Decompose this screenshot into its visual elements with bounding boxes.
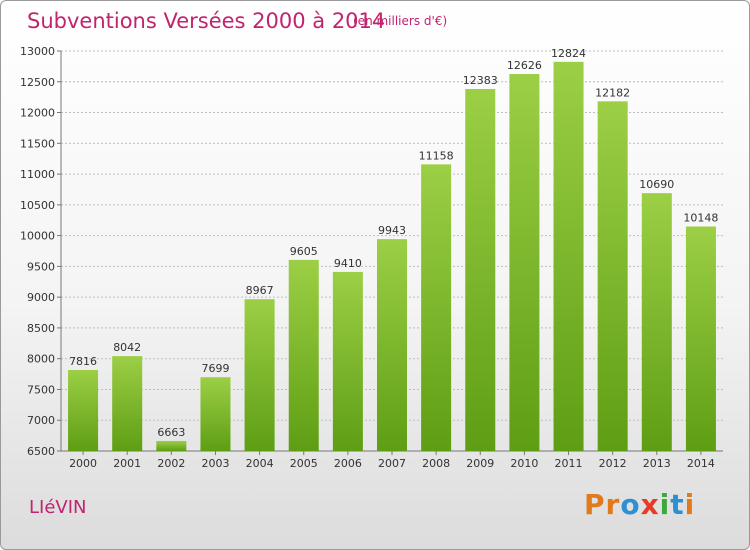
logo-letter-5: t: [670, 488, 685, 521]
data-labels: 7816 8042 6663 7699 8967 9605 9410 9943 11158 123…: [69, 47, 718, 439]
data-label-2000: 7816: [69, 355, 97, 368]
place-name: LIéVIN: [29, 497, 87, 518]
x-tick-label-2006: 2006: [334, 457, 362, 470]
bar-2005: [288, 259, 319, 451]
y-tick-label-6: 9500: [27, 260, 55, 273]
bar-2002: [156, 440, 187, 451]
x-tick-label-2005: 2005: [290, 457, 318, 470]
y-tick-label-12: 12500: [20, 76, 55, 89]
data-label-2007: 9943: [378, 224, 406, 237]
y-tick-label-5: 9000: [27, 291, 55, 304]
x-tick-label-2010: 2010: [510, 457, 538, 470]
x-tick-label-2009: 2009: [466, 457, 494, 470]
data-label-2009: 12383: [463, 74, 498, 87]
data-label-2004: 8967: [246, 284, 274, 297]
x-tick-label-2001: 2001: [113, 457, 141, 470]
bar-2012: [597, 101, 628, 451]
data-label-2011: 12824: [551, 47, 586, 60]
y-tick-label-7: 10000: [20, 230, 55, 243]
x-tick-label-2007: 2007: [378, 457, 406, 470]
bar-2010: [509, 74, 540, 451]
bar-2001: [112, 356, 143, 451]
y-tick-labels: 6500 7000 7500 8000 8500 9000 9500 10000 10500 11…: [20, 45, 55, 458]
y-tick-label-3: 8000: [27, 353, 55, 366]
data-label-2003: 7699: [201, 362, 229, 375]
logo-letter-3: x: [640, 488, 660, 521]
proxiti-logo: Proxiti: [584, 488, 695, 521]
data-label-2014: 10148: [683, 212, 718, 225]
bar-2014: [685, 226, 716, 451]
logo-letter-2: o: [620, 488, 641, 521]
unit-note: (en milliers d'€): [353, 14, 448, 28]
data-label-2005: 9605: [290, 245, 318, 258]
x-tick-label-2008: 2008: [422, 457, 450, 470]
x-tick-label-2004: 2004: [246, 457, 274, 470]
data-label-2013: 10690: [639, 178, 674, 191]
bar-2013: [641, 193, 672, 451]
data-label-2012: 12182: [595, 86, 630, 99]
data-label-2001: 8042: [113, 341, 141, 354]
data-label-2006: 9410: [334, 257, 362, 270]
logo-letter-0: P: [584, 488, 606, 521]
logo-letter-6: i: [684, 488, 696, 521]
data-label-2008: 11158: [419, 149, 454, 162]
y-tick-label-11: 12000: [20, 107, 55, 120]
x-tick-label-2013: 2013: [643, 457, 671, 470]
x-tick-label-2012: 2012: [599, 457, 627, 470]
x-tick-labels: 2000 2001 2002 2003 2004 2005 2006 2007 2008 2009…: [69, 457, 715, 470]
y-tick-label-1: 7000: [27, 414, 55, 427]
logo-letter-1: r: [605, 488, 621, 521]
y-tick-label-10: 11500: [20, 137, 55, 150]
x-tick-label-2014: 2014: [687, 457, 715, 470]
grid-lines: [57, 50, 723, 452]
data-label-2002: 6663: [157, 426, 185, 439]
data-label-2010: 12626: [507, 59, 542, 72]
y-tick-label-0: 6500: [27, 445, 55, 458]
bar-2003: [200, 377, 231, 451]
bar-2006: [332, 271, 363, 451]
chart-title: Subventions Versées 2000 à 2014: [27, 9, 386, 33]
y-tick-label-9: 11000: [20, 168, 55, 181]
x-tick-label-2011: 2011: [555, 457, 583, 470]
x-tick-label-2000: 2000: [69, 457, 97, 470]
x-tick-label-2002: 2002: [157, 457, 185, 470]
bar-2007: [376, 239, 408, 451]
bar-2004: [244, 299, 275, 451]
y-tick-label-8: 10500: [20, 199, 55, 212]
bars: [68, 61, 716, 451]
bar-2011: [553, 61, 584, 451]
y-tick-label-4: 8500: [27, 322, 55, 335]
logo-letter-4: i: [659, 488, 671, 521]
y-tick-label-13: 13000: [20, 45, 55, 58]
bar-2009: [465, 88, 496, 451]
y-tick-label-2: 7500: [27, 383, 55, 396]
bar-2008: [421, 164, 452, 451]
bar-2000: [68, 370, 99, 451]
x-tick-label-2003: 2003: [201, 457, 229, 470]
